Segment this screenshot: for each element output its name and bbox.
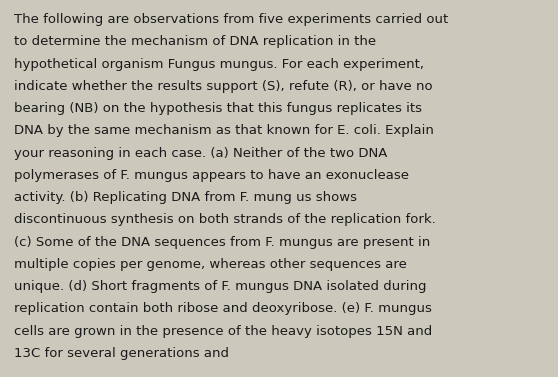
- Text: discontinuous synthesis on both strands of the replication fork.: discontinuous synthesis on both strands …: [14, 213, 436, 226]
- Text: your reasoning in each case. (a) Neither of the two DNA: your reasoning in each case. (a) Neither…: [14, 147, 387, 159]
- Text: activity. (b) Replicating DNA from F. mung us shows: activity. (b) Replicating DNA from F. mu…: [14, 191, 357, 204]
- Text: polymerases of F. mungus appears to have an exonuclease: polymerases of F. mungus appears to have…: [14, 169, 409, 182]
- Text: The following are observations from five experiments carried out: The following are observations from five…: [14, 13, 448, 26]
- Text: DNA by the same mechanism as that known for E. coli. Explain: DNA by the same mechanism as that known …: [14, 124, 434, 137]
- Text: multiple copies per genome, whereas other sequences are: multiple copies per genome, whereas othe…: [14, 258, 407, 271]
- Text: (c) Some of the DNA sequences from F. mungus are present in: (c) Some of the DNA sequences from F. mu…: [14, 236, 430, 248]
- Text: replication contain both ribose and deoxyribose. (e) F. mungus: replication contain both ribose and deox…: [14, 302, 432, 315]
- Text: unique. (d) Short fragments of F. mungus DNA isolated during: unique. (d) Short fragments of F. mungus…: [14, 280, 426, 293]
- Text: cells are grown in the presence of the heavy isotopes 15N and: cells are grown in the presence of the h…: [14, 325, 432, 337]
- Text: 13C for several generations and: 13C for several generations and: [14, 347, 229, 360]
- Text: hypothetical organism Fungus mungus. For each experiment,: hypothetical organism Fungus mungus. For…: [14, 58, 424, 70]
- Text: to determine the mechanism of DNA replication in the: to determine the mechanism of DNA replic…: [14, 35, 376, 48]
- Text: bearing (NB) on the hypothesis that this fungus replicates its: bearing (NB) on the hypothesis that this…: [14, 102, 422, 115]
- Text: indicate whether the results support (S), refute (R), or have no: indicate whether the results support (S)…: [14, 80, 432, 93]
